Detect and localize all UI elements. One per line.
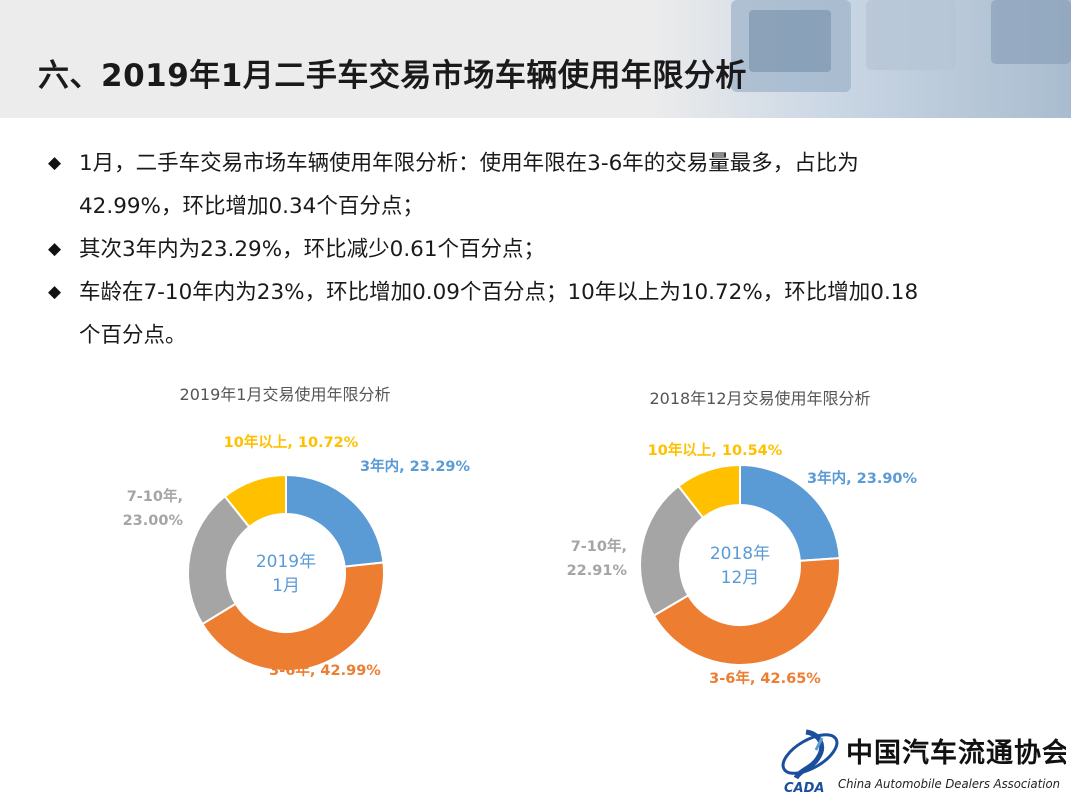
bullet-line: 个百分点。	[79, 323, 187, 348]
header-banner: 六、2019年1月二手车交易市场车辆使用年限分析	[0, 0, 1071, 118]
data-label-over-10y: 10年以上, 10.54%	[648, 441, 783, 459]
donut-chart-svg: 2018年 12月 3年内, 23.90% 3-6年, 42.65% 7-10年, 22.…	[567, 441, 918, 687]
donut-slice-3-6y	[200, 561, 385, 672]
page-title: 六、2019年1月二手车交易市场车辆使用年限分析	[38, 58, 747, 94]
diamond-bullet-icon: ◆	[48, 239, 62, 259]
donut-chart-2019-01: 2019年1月交易使用年限分析 2019年 1月 3年内, 23.29% 3-6年, …	[25, 375, 545, 705]
chart-title: 2019年1月交易使用年限分析	[179, 385, 391, 404]
data-label-7-10y: 7-10年,	[127, 487, 183, 505]
donut-chart-svg: 2019年 1月 3年内, 23.29% 3-6年, 42.99% 7-10年, 23.0…	[123, 433, 471, 679]
donut-center-label: 1月	[272, 576, 300, 596]
logo-en-name: China Automobile Dealers Association	[838, 776, 1060, 791]
data-label-7-10y: 7-10年,	[571, 537, 627, 555]
bullet-item: ◆ 其次3年内为23.29%，环比减少0.61个百分点；	[48, 228, 1008, 271]
logo-cn-name: 中国汽车流通协会	[846, 737, 1066, 769]
diamond-bullet-icon: ◆	[48, 153, 62, 173]
header-decoration	[651, 0, 1071, 118]
chart-title: 2018年12月交易使用年限分析	[649, 389, 871, 408]
bullet-item: ◆ 车龄在7-10年内为23%，环比增加0.09个百分点；10年以上为10.72…	[48, 271, 1008, 357]
donut-center-label: 2018年	[710, 544, 770, 564]
cada-logo: CADA 中国汽车流通协会 China Automobile Dealers A…	[776, 724, 1069, 798]
bullet-line: 42.99%，环比增加0.34个百分点；	[79, 194, 424, 219]
bullet-line: 车龄在7-10年内为23%，环比增加0.09个百分点；10年以上为10.72%，…	[79, 280, 919, 305]
diamond-bullet-icon: ◆	[48, 282, 62, 302]
donut-slice-3-6y	[652, 557, 841, 666]
data-label-within-3y: 3年内, 23.29%	[360, 457, 471, 475]
donut-center-label: 2019年	[256, 552, 316, 572]
data-label-7-10y: 23.00%	[123, 513, 184, 529]
donut-center-label: 12月	[721, 568, 760, 588]
data-label-3-6y: 3-6年, 42.99%	[269, 661, 381, 679]
data-label-7-10y: 22.91%	[567, 563, 628, 579]
bullet-line: 1月，二手车交易市场车辆使用年限分析：使用年限在3-6年的交易量最多，占比为	[79, 151, 859, 176]
data-label-within-3y: 3年内, 23.90%	[807, 469, 918, 487]
data-label-over-10y: 10年以上, 10.72%	[224, 433, 359, 451]
donut-chart-2018-12: 2018年12月交易使用年限分析 2018年 12月 3年内, 23.90% 3-6年…	[500, 375, 1020, 705]
data-label-3-6y: 3-6年, 42.65%	[709, 669, 821, 687]
bullet-item: ◆ 1月，二手车交易市场车辆使用年限分析：使用年限在3-6年的交易量最多，占比为…	[48, 142, 1008, 228]
logo-abbr: CADA	[784, 781, 824, 796]
bullet-list: ◆ 1月，二手车交易市场车辆使用年限分析：使用年限在3-6年的交易量最多，占比为…	[48, 142, 1008, 357]
cada-logo-mark: CADA 中国汽车流通协会 China Automobile Dealers A…	[781, 729, 1069, 796]
bullet-line: 其次3年内为23.29%，环比减少0.61个百分点；	[79, 237, 546, 262]
donut-slice-within-3y	[739, 463, 841, 562]
donut-slice-over-10y	[677, 463, 741, 520]
donut-slice-over-10y	[223, 473, 287, 529]
